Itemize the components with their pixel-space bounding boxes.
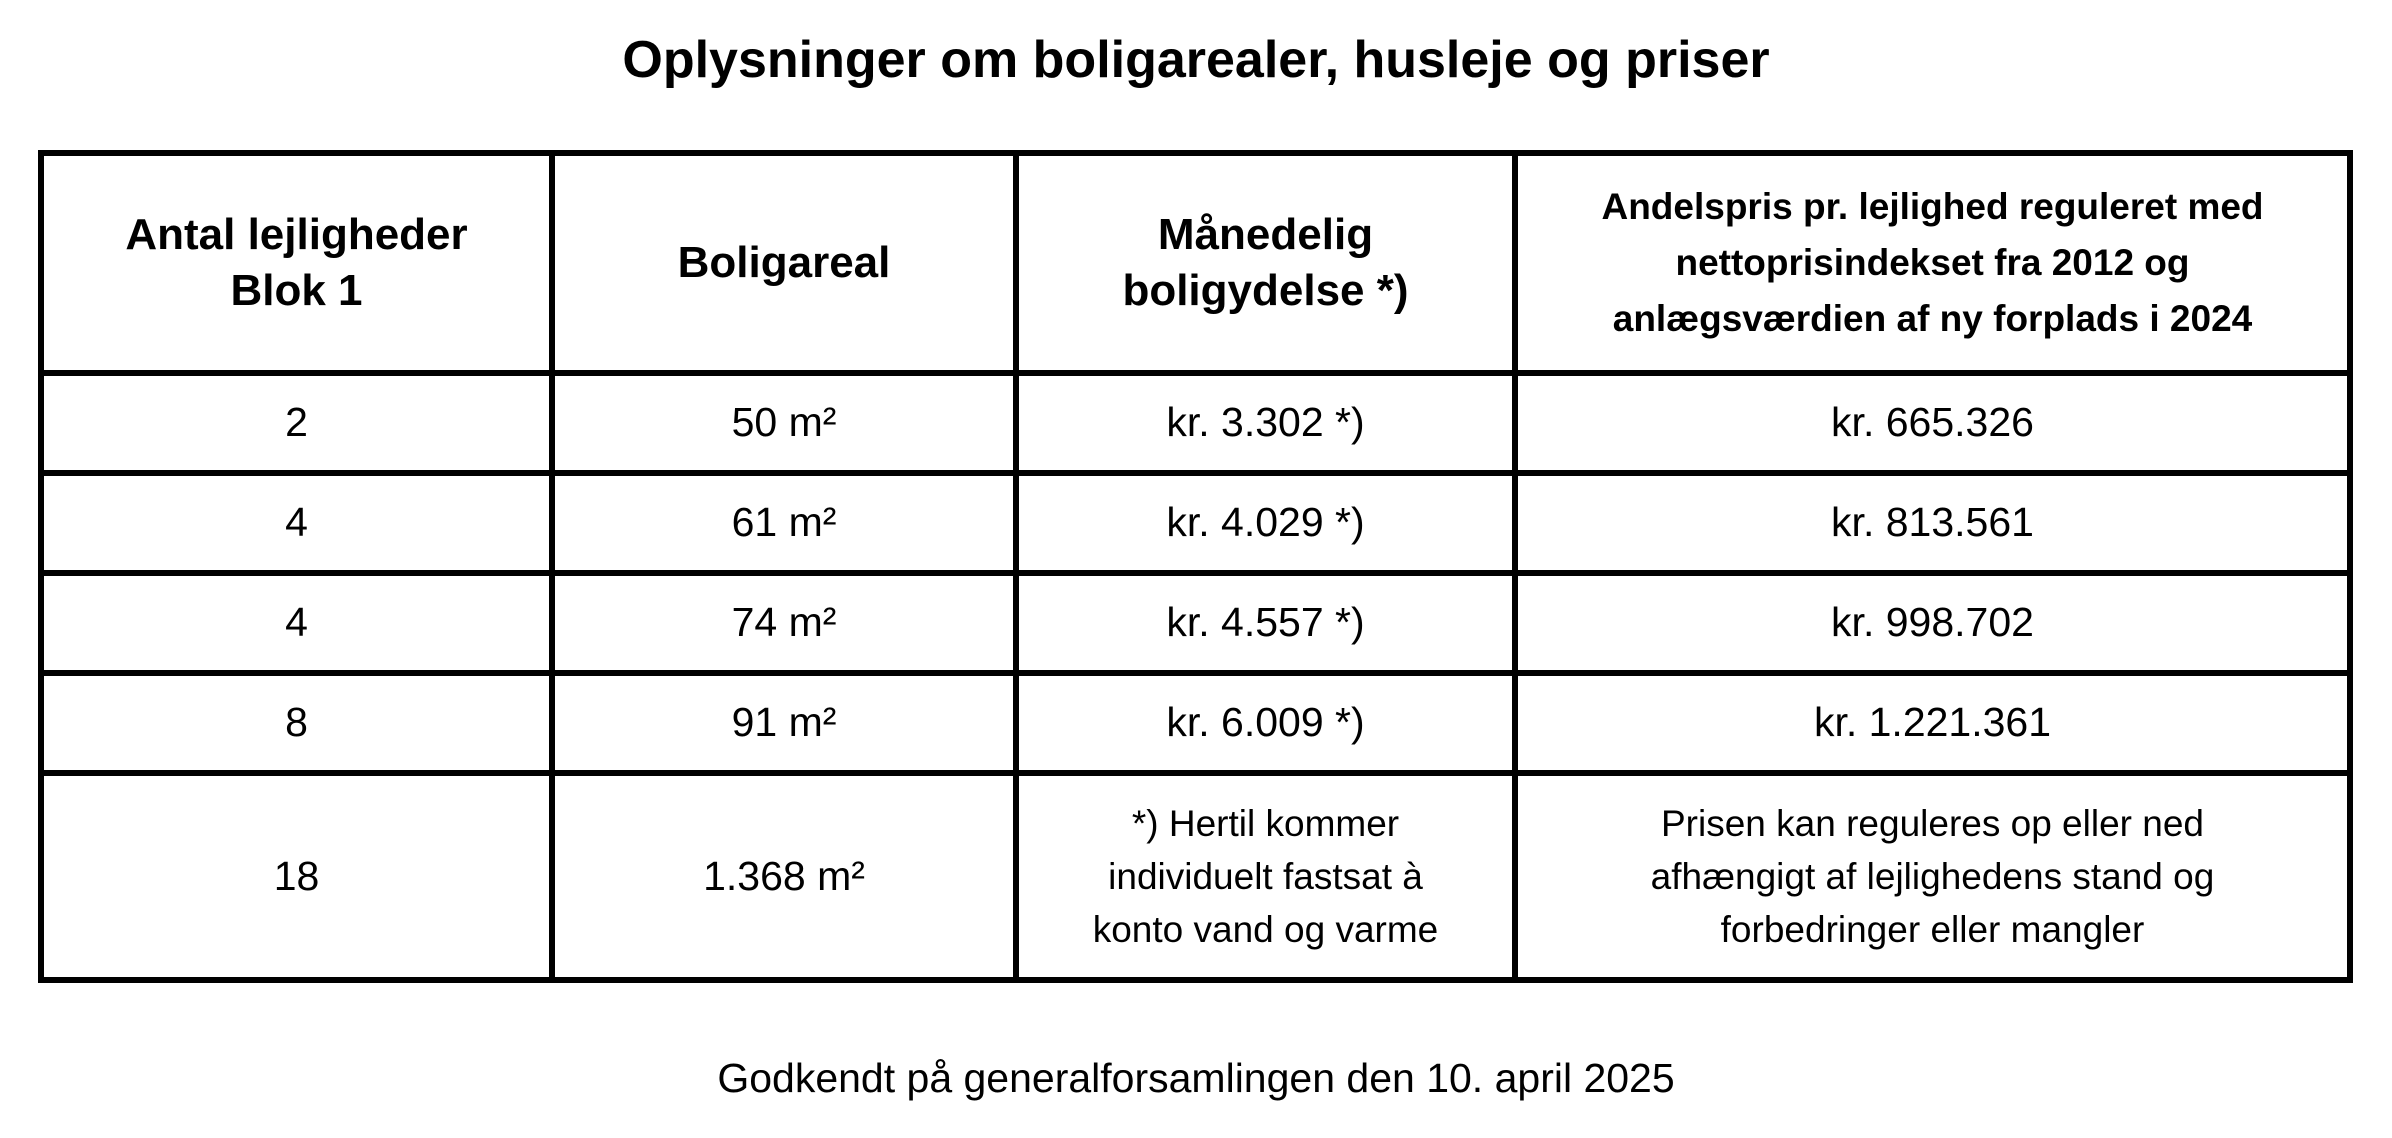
table-row: 4 74 m² kr. 4.557 *) kr. 998.702 <box>38 569 2353 676</box>
price-table: Antal lejligheder Blok 1 Boligareal Månedel… <box>38 150 2353 984</box>
table-cell: *) Hertil kommer individuelt fastsat à kon… <box>1013 769 1518 984</box>
cell-line: nettoprisindekset fra 2012 og <box>1675 242 2190 283</box>
table-cell: 50 m² <box>549 370 1019 476</box>
table-cell: 61 m² <box>549 469 1019 576</box>
table-row: 8 91 m² kr. 6.009 *) kr. 1.221.361 <box>38 669 2353 776</box>
cell-line: Andelspris pr. lejlighed reguleret med <box>1601 186 2264 227</box>
column-header: Antal lejligheder Blok 1 <box>38 150 555 376</box>
table-cell: 74 m² <box>549 569 1019 676</box>
cell-line: Månedelig <box>1157 210 1374 259</box>
table-cell: kr. 813.561 <box>1512 469 2353 576</box>
table-body: 2 50 m² kr. 3.302 *) kr. 665.326 4 61 m² kr. 4… <box>38 370 2353 984</box>
table-header: Antal lejligheder Blok 1 Boligareal Månedel… <box>38 150 2353 376</box>
table-cell: kr. 1.221.361 <box>1512 669 2353 776</box>
cell-line: afhængigt af lejlighedens stand og <box>1650 855 2215 897</box>
table-cell: 4 <box>38 469 555 576</box>
table-cell: kr. 665.326 <box>1512 370 2353 476</box>
table-cell: 18 <box>38 769 555 984</box>
table-cell: 8 <box>38 669 555 776</box>
cell-line: 18 <box>273 852 320 899</box>
cell-line: 1.368 m² <box>703 852 865 899</box>
table-cell: 2 <box>38 370 555 476</box>
cell-line: konto vand og varme <box>1092 908 1439 950</box>
table-cell: kr. 4.029 *) <box>1013 469 1518 576</box>
cell-line: forbedringer eller mangler <box>1720 908 2145 950</box>
cell-line: Blok 1 <box>230 266 363 315</box>
total-row: 18 1.368 m² *) Hertil kommer individuelt fa… <box>38 769 2353 984</box>
cell-line: boligydelse *) <box>1122 266 1409 315</box>
cell-line: Antal lejligheder <box>125 210 468 259</box>
table-row: 4 61 m² kr. 4.029 *) kr. 813.561 <box>38 469 2353 576</box>
column-header: Andelspris pr. lejlighed reguleret med ne… <box>1512 150 2353 376</box>
table-cell: 91 m² <box>549 669 1019 776</box>
column-header: Boligareal <box>549 150 1019 376</box>
table-cell: 4 <box>38 569 555 676</box>
cell-line: *) Hertil kommer <box>1131 802 1400 844</box>
footer: Godkendt på generalforsamlingen den 10. … <box>717 1055 1675 1101</box>
table-cell: Prisen kan reguleres op eller ned afhængi… <box>1512 769 2353 984</box>
header-row: Antal lejligheder Blok 1 Boligareal Månedel… <box>38 150 2353 376</box>
cell-line: anlægsværdien af ny forplads i 2024 <box>1612 298 2253 339</box>
cell-line: individuelt fastsat à <box>1108 855 1423 897</box>
table-cell: kr. 998.702 <box>1512 569 2353 676</box>
cell-line: Boligareal <box>677 238 891 287</box>
title: Oplysninger om boligarealer, husleje og … <box>622 31 1770 89</box>
column-header: Månedelig boligydelse *) <box>1013 150 1518 376</box>
table-cell: kr. 4.557 *) <box>1013 569 1518 676</box>
table-cell: kr. 3.302 *) <box>1013 370 1518 476</box>
table-cell: 1.368 m² <box>549 769 1019 984</box>
table-row: 2 50 m² kr. 3.302 *) kr. 665.326 <box>38 370 2353 476</box>
table-cell: kr. 6.009 *) <box>1013 669 1518 776</box>
cell-line: Prisen kan reguleres op eller ned <box>1661 802 2204 844</box>
